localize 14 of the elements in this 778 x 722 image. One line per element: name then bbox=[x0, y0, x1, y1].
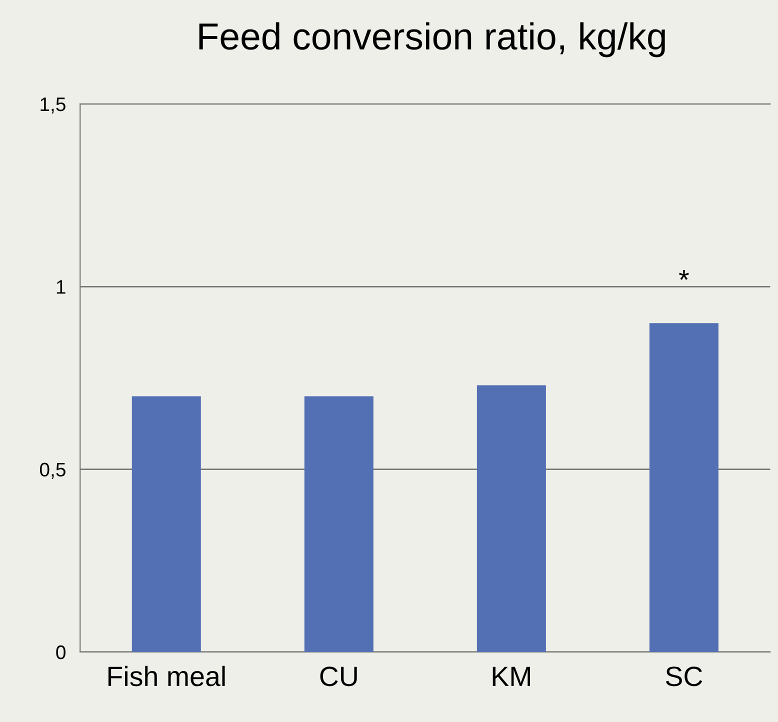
y-tick-label: 1 bbox=[56, 280, 66, 294]
bar bbox=[304, 396, 374, 652]
chart-title: Feed conversion ratio, kg/kg bbox=[199, 22, 665, 58]
y-tick-label: 0,5 bbox=[40, 462, 66, 479]
x-tick-label: KM bbox=[492, 666, 530, 686]
y-tick-label: 1,5 bbox=[40, 98, 66, 114]
bar bbox=[132, 396, 201, 652]
x-tick-label: SC bbox=[666, 666, 702, 686]
y-tick-label: 0 bbox=[56, 645, 66, 660]
bar bbox=[649, 323, 718, 652]
x-tick-label: Fish meal bbox=[108, 666, 225, 686]
annotation: * bbox=[679, 270, 689, 280]
bar bbox=[476, 385, 546, 652]
x-tick-label: CU bbox=[320, 666, 357, 686]
